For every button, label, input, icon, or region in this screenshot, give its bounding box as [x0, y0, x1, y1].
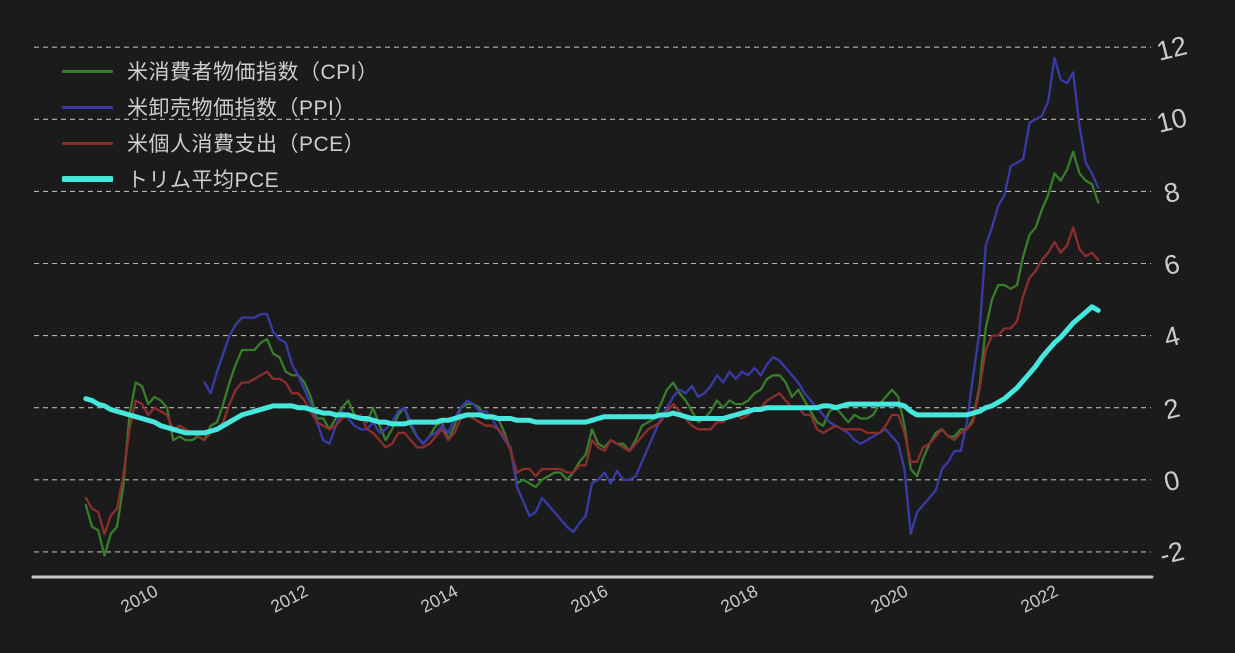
legend-item-trimmed-pce: トリム平均PCE: [62, 161, 379, 197]
cpi-line: [84, 150, 1100, 557]
legend: 米消費者物価指数（CPI） 米卸売物価指数（PPI） 米個人消費支出（PCE） …: [62, 53, 379, 197]
legend-item-pce: 米個人消費支出（PCE）: [62, 125, 379, 161]
x-tick-label-2016: 2016: [567, 581, 611, 617]
cpi-line-swatch: [62, 69, 113, 73]
trimmed-pce-line-swatch: [62, 176, 113, 182]
x-tick-label-2012: 2012: [267, 581, 311, 617]
y-tick-label--2: -2: [1157, 536, 1188, 571]
legend-label-cpi: 米消費者物価指数（CPI）: [127, 61, 379, 84]
y-tick-label-10: 10: [1154, 102, 1190, 138]
pce-line: [84, 226, 1100, 536]
x-tick-label-2022: 2022: [1017, 581, 1061, 617]
y-tick-label-0: 0: [1161, 465, 1183, 498]
y-tick-label-2: 2: [1161, 393, 1183, 426]
y-tick-label-4: 4: [1161, 320, 1183, 353]
ppi-line: [203, 56, 1100, 536]
legend-label-pce: 米個人消費支出（PCE）: [127, 133, 366, 156]
legend-item-ppi: 米卸売物価指数（PPI）: [62, 89, 379, 125]
y-tick-label-6: 6: [1161, 248, 1183, 281]
ppi-line-swatch: [62, 105, 113, 109]
pce-line-swatch: [62, 141, 113, 145]
x-tick-label-2020: 2020: [867, 581, 911, 617]
y-tick-label-8: 8: [1161, 176, 1183, 209]
y-tick-label-12: 12: [1154, 30, 1190, 66]
x-tick-label-2018: 2018: [717, 581, 761, 617]
trimmed-pce-line: [83, 304, 1101, 436]
legend-item-cpi: 米消費者物価指数（CPI）: [62, 53, 379, 89]
legend-label-trimmed-pce: トリム平均PCE: [127, 169, 280, 192]
legend-label-ppi: 米卸売物価指数（PPI）: [127, 97, 356, 120]
x-tick-label-2014: 2014: [417, 581, 461, 617]
x-tick-label-2010: 2010: [117, 581, 161, 617]
